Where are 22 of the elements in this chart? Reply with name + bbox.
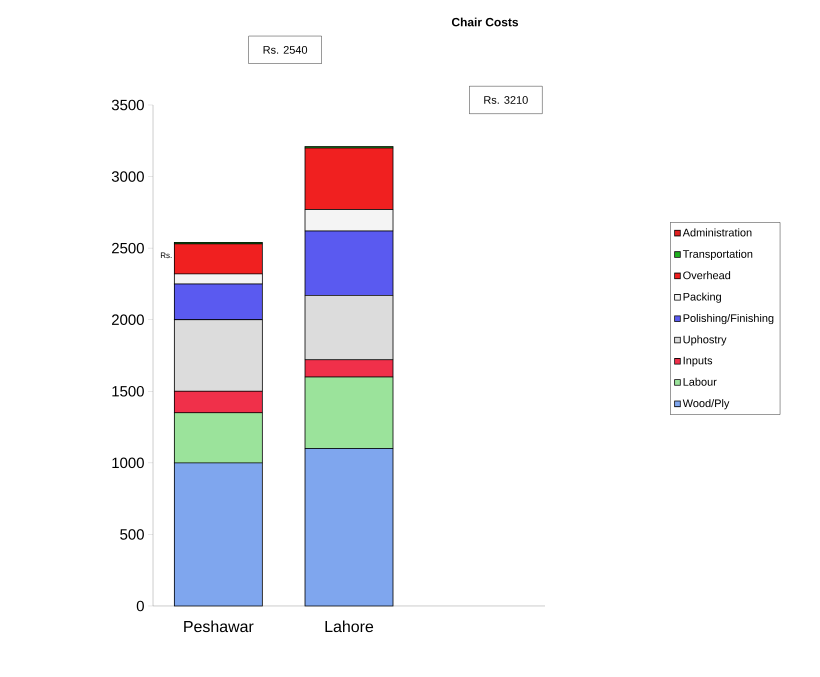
y-tick-label: 3500	[112, 100, 144, 110]
legend-label: Wood/Ply	[682, 399, 730, 410]
legend-label: Labour	[684, 378, 717, 386]
text: Rs. 2540	[264, 46, 308, 54]
y-tick-label: 2000	[112, 314, 144, 325]
y-tick-label: 500	[120, 529, 144, 540]
y-tick-label: 3000	[112, 171, 144, 182]
legend-label: Overhead	[683, 271, 730, 280]
legend-label: Uphostry	[684, 335, 727, 346]
x-tick-label: Peshawar	[184, 620, 254, 632]
legend-label: Inputs	[684, 356, 712, 367]
x-tick-label: Lahore	[326, 620, 374, 632]
legend-label: Packing	[684, 292, 721, 303]
y-tick-label: 1500	[112, 386, 144, 397]
chart-title: Chair Costs	[452, 18, 518, 26]
legend-label: Administration	[682, 228, 752, 236]
y-tick-label: 0	[136, 600, 144, 612]
text: Rs. 3210	[484, 96, 528, 104]
y-tick-label: 2500	[112, 242, 144, 254]
legend-label: Polishing/Finishing	[684, 314, 774, 324]
y-tick-label: 1000	[112, 458, 144, 468]
legend-label: Transportation	[682, 250, 752, 260]
